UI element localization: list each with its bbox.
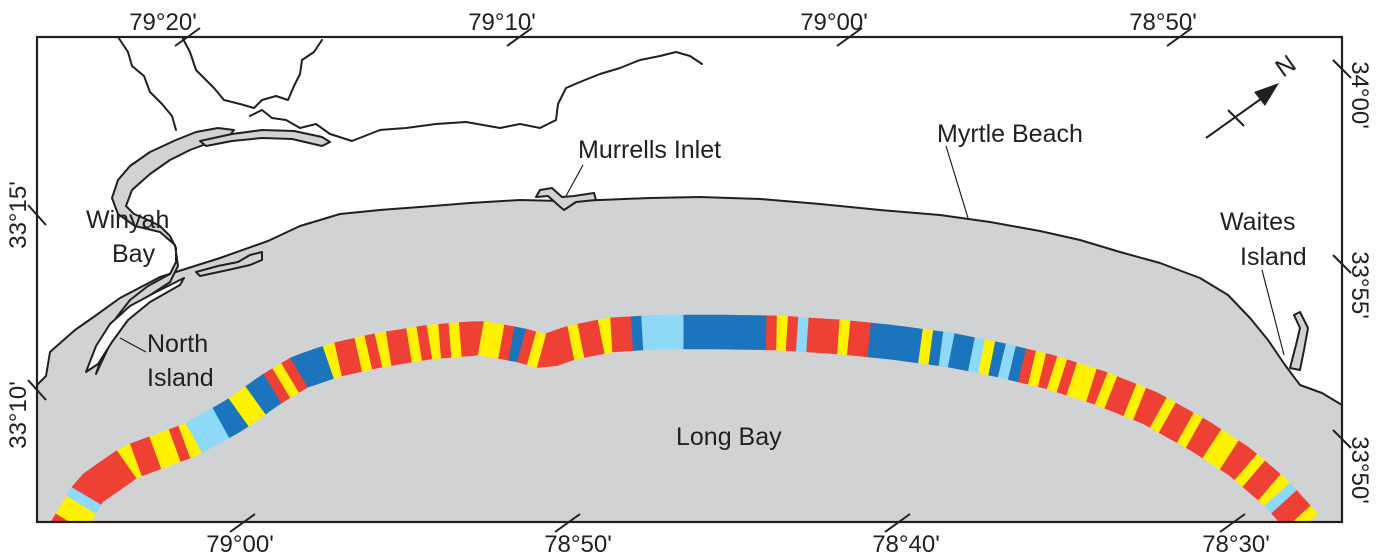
marsh-creek-water [195, 251, 263, 277]
river-pee-dee [117, 37, 177, 131]
band-segment-blue [704, 314, 716, 350]
bottom-lon-label-4: 78°30' [1202, 531, 1270, 557]
map-frame [35, 35, 1344, 524]
top-lon-label-4: 78°50' [1129, 9, 1197, 36]
river-waccamaw [181, 37, 323, 109]
bottom-lon-label-1: 79°00' [206, 531, 274, 557]
long-bay-water [37, 196, 1342, 522]
right-lat-label-3: 33°50' [1346, 436, 1373, 504]
north-island-land [85, 277, 185, 373]
band-segment-blue [724, 314, 737, 350]
murrells-inlet-label: Murrells Inlet [578, 136, 721, 164]
north-island-label-line2: Island [147, 364, 214, 392]
bottom-lon-label-2: 78°50' [544, 531, 612, 557]
river-tributary-a [249, 109, 301, 129]
band-segment-blue [734, 314, 747, 350]
sampit-river-water [199, 129, 331, 147]
band-segment-red [50, 521, 51, 522]
waites-island-leader [1261, 269, 1285, 356]
graticule-ticks [27, 27, 1352, 533]
top-lon-label-1: 79°20' [129, 9, 197, 36]
waites-inlet-water [1289, 311, 1309, 371]
top-lon-label-3: 79°00' [800, 9, 868, 36]
myrtle-beach-label: Myrtle Beach [937, 120, 1083, 148]
waites-island-label-line2: Island [1240, 243, 1307, 271]
river-tributary-b [299, 51, 703, 142]
band-segment-yellow [1292, 505, 1319, 522]
offshore-segment-band [50, 314, 1319, 522]
long-bay-label: Long Bay [676, 423, 782, 451]
winyah-bay-label-line1: Winyah [86, 206, 169, 234]
band-segment-blue [714, 314, 726, 350]
right-lat-label-1: 34°00' [1346, 61, 1373, 129]
band-segment-blue [745, 315, 757, 350]
band-segment-blue [755, 315, 768, 351]
band-segment-lightblue [673, 314, 685, 350]
left-lat-label-2: 33°10' [5, 381, 32, 449]
north-island-label-line1: North [147, 330, 208, 358]
right-lat-label-2: 33°55' [1346, 251, 1373, 319]
band-segment-blue [693, 314, 705, 350]
bottom-lon-label-3: 78°40' [872, 531, 940, 557]
left-lat-label-1: 33°15' [5, 181, 32, 249]
band-segment-red [765, 315, 778, 351]
north-island-leader [119, 337, 147, 353]
top-lon-label-2: 79°10' [468, 9, 536, 36]
murrells-inlet-leader [565, 164, 584, 197]
map-body [37, 37, 1342, 522]
band-segment-blue [683, 314, 695, 350]
band-segment-lightblue [662, 314, 674, 350]
winyah-bay-label-line2: Bay [112, 240, 156, 268]
myrtle-beach-leader [945, 145, 969, 219]
band-segment-lightblue [651, 314, 664, 350]
north-arrow-label: N [1270, 50, 1301, 83]
waites-island-label-line1: Waites [1220, 208, 1295, 236]
murrells-inlet-water [535, 187, 597, 211]
north-arrow-icon [1205, 83, 1279, 139]
